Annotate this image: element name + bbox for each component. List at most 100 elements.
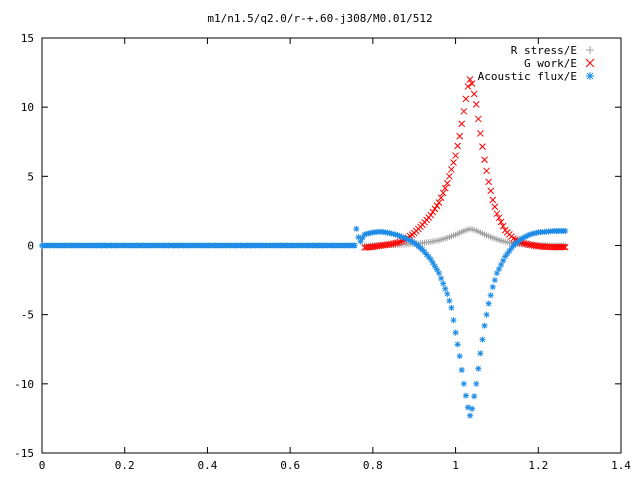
series-2-point xyxy=(433,266,440,273)
series-2-point xyxy=(353,225,360,232)
series-1-point xyxy=(437,194,445,202)
series-2-point xyxy=(483,311,490,318)
y-tick-label: 5 xyxy=(27,170,34,183)
series-1-point xyxy=(456,132,464,140)
series-2-point xyxy=(475,365,482,372)
series-2-point xyxy=(493,270,500,277)
series-1-point xyxy=(524,240,532,248)
x-tick-label: 0.8 xyxy=(363,459,383,472)
series-1-point xyxy=(472,101,480,108)
series-2-point xyxy=(562,227,569,234)
series-1-point xyxy=(454,142,461,150)
series-1-point xyxy=(441,184,449,192)
series-1-point xyxy=(392,239,399,247)
series-2-point xyxy=(429,259,436,266)
series-1-point xyxy=(561,243,569,251)
series-2-point xyxy=(448,304,455,311)
series-2-point xyxy=(444,290,451,297)
series-1-point xyxy=(522,240,530,248)
series-1-point xyxy=(497,218,505,226)
series-2-point xyxy=(438,275,445,282)
series-2-point xyxy=(491,277,498,284)
series-2-point xyxy=(436,270,443,277)
axis-ticks: 0 0.2 0.4 0.6 0.8 1 1.2 1.4 -15 -10 -5 0 5 10 15 xyxy=(14,32,631,472)
legend-entry-marker xyxy=(585,58,595,68)
x-tick-label: 0.2 xyxy=(115,459,135,472)
series-1-point xyxy=(462,95,470,103)
series-1-point xyxy=(431,205,439,213)
series-1-point xyxy=(477,130,484,137)
series-2-point xyxy=(462,392,469,399)
data-marks xyxy=(353,76,569,419)
x-tick-label: 1 xyxy=(452,459,459,472)
series-1-point xyxy=(452,152,459,159)
series-1-point xyxy=(435,199,443,206)
series-1-point xyxy=(433,202,441,210)
y-tick-label: -10 xyxy=(14,378,34,391)
legend-entry-label: R stress/E xyxy=(511,44,577,57)
series-2-point xyxy=(467,412,474,419)
series-2-point xyxy=(473,380,480,387)
legend-entry-label: Acoustic flux/E xyxy=(478,70,577,83)
legend-entry-marker xyxy=(586,72,594,80)
legend-entry-marker xyxy=(586,46,594,54)
x-tick-label: 0.4 xyxy=(197,459,217,472)
series-1-point xyxy=(443,179,451,187)
series-2-point xyxy=(487,292,494,299)
chart-title: m1/n1.5/q2.0/r-+.60-j308/M0.01/512 xyxy=(207,12,432,25)
series-1-point xyxy=(499,222,507,230)
series-1-point xyxy=(481,156,488,164)
series-1-point xyxy=(429,208,437,216)
series-1-point xyxy=(446,172,453,180)
series-1-point xyxy=(474,115,482,123)
series-2-point xyxy=(446,297,453,304)
x-tick-label: 1.2 xyxy=(528,459,548,472)
series-1-point xyxy=(466,76,474,83)
series-1-point xyxy=(487,187,495,195)
series-2-point xyxy=(477,350,484,357)
series-2-point xyxy=(442,285,449,292)
series-1-point xyxy=(458,120,466,128)
flat-series-marker xyxy=(351,242,358,249)
series-1-point xyxy=(470,90,478,98)
series-2-point xyxy=(454,341,461,348)
series-1-point xyxy=(464,83,472,90)
series-2-point xyxy=(460,380,467,387)
series-2-point xyxy=(355,234,362,241)
series-2-point xyxy=(464,404,471,411)
series-1-point xyxy=(460,107,468,115)
series-1-point xyxy=(468,80,476,88)
series-1-point xyxy=(448,166,455,173)
x-tick-label: 0 xyxy=(39,459,46,472)
series-2-point xyxy=(481,322,488,329)
series-2-point xyxy=(450,317,457,324)
series-2-point xyxy=(458,367,465,373)
series-1-point xyxy=(479,143,486,150)
series-1-point xyxy=(394,239,402,247)
y-tick-label: 0 xyxy=(27,240,34,253)
series-1-point xyxy=(491,203,499,211)
series-1-point xyxy=(485,178,493,186)
series-2-point xyxy=(456,353,463,360)
series-2-point xyxy=(398,233,405,240)
series-2-point xyxy=(431,263,438,270)
series-1-point xyxy=(489,196,497,204)
series-2-point xyxy=(427,256,434,263)
series-2-point xyxy=(440,280,447,287)
x-tick-label: 0.6 xyxy=(280,459,300,472)
legend-entry-label: G work/E xyxy=(524,57,577,70)
series-1-point xyxy=(560,243,567,251)
series-1-point xyxy=(439,189,447,197)
series-2-point xyxy=(452,329,459,336)
series-2-point xyxy=(485,300,492,307)
zero-line-series xyxy=(39,242,358,249)
series-2-point xyxy=(479,336,486,343)
y-tick-label: -15 xyxy=(14,447,34,460)
series-2-point xyxy=(471,393,478,400)
series-1-point xyxy=(483,167,490,175)
series-1-point xyxy=(493,210,501,218)
y-tick-label: 10 xyxy=(21,101,34,114)
y-tick-label: -5 xyxy=(21,309,34,322)
